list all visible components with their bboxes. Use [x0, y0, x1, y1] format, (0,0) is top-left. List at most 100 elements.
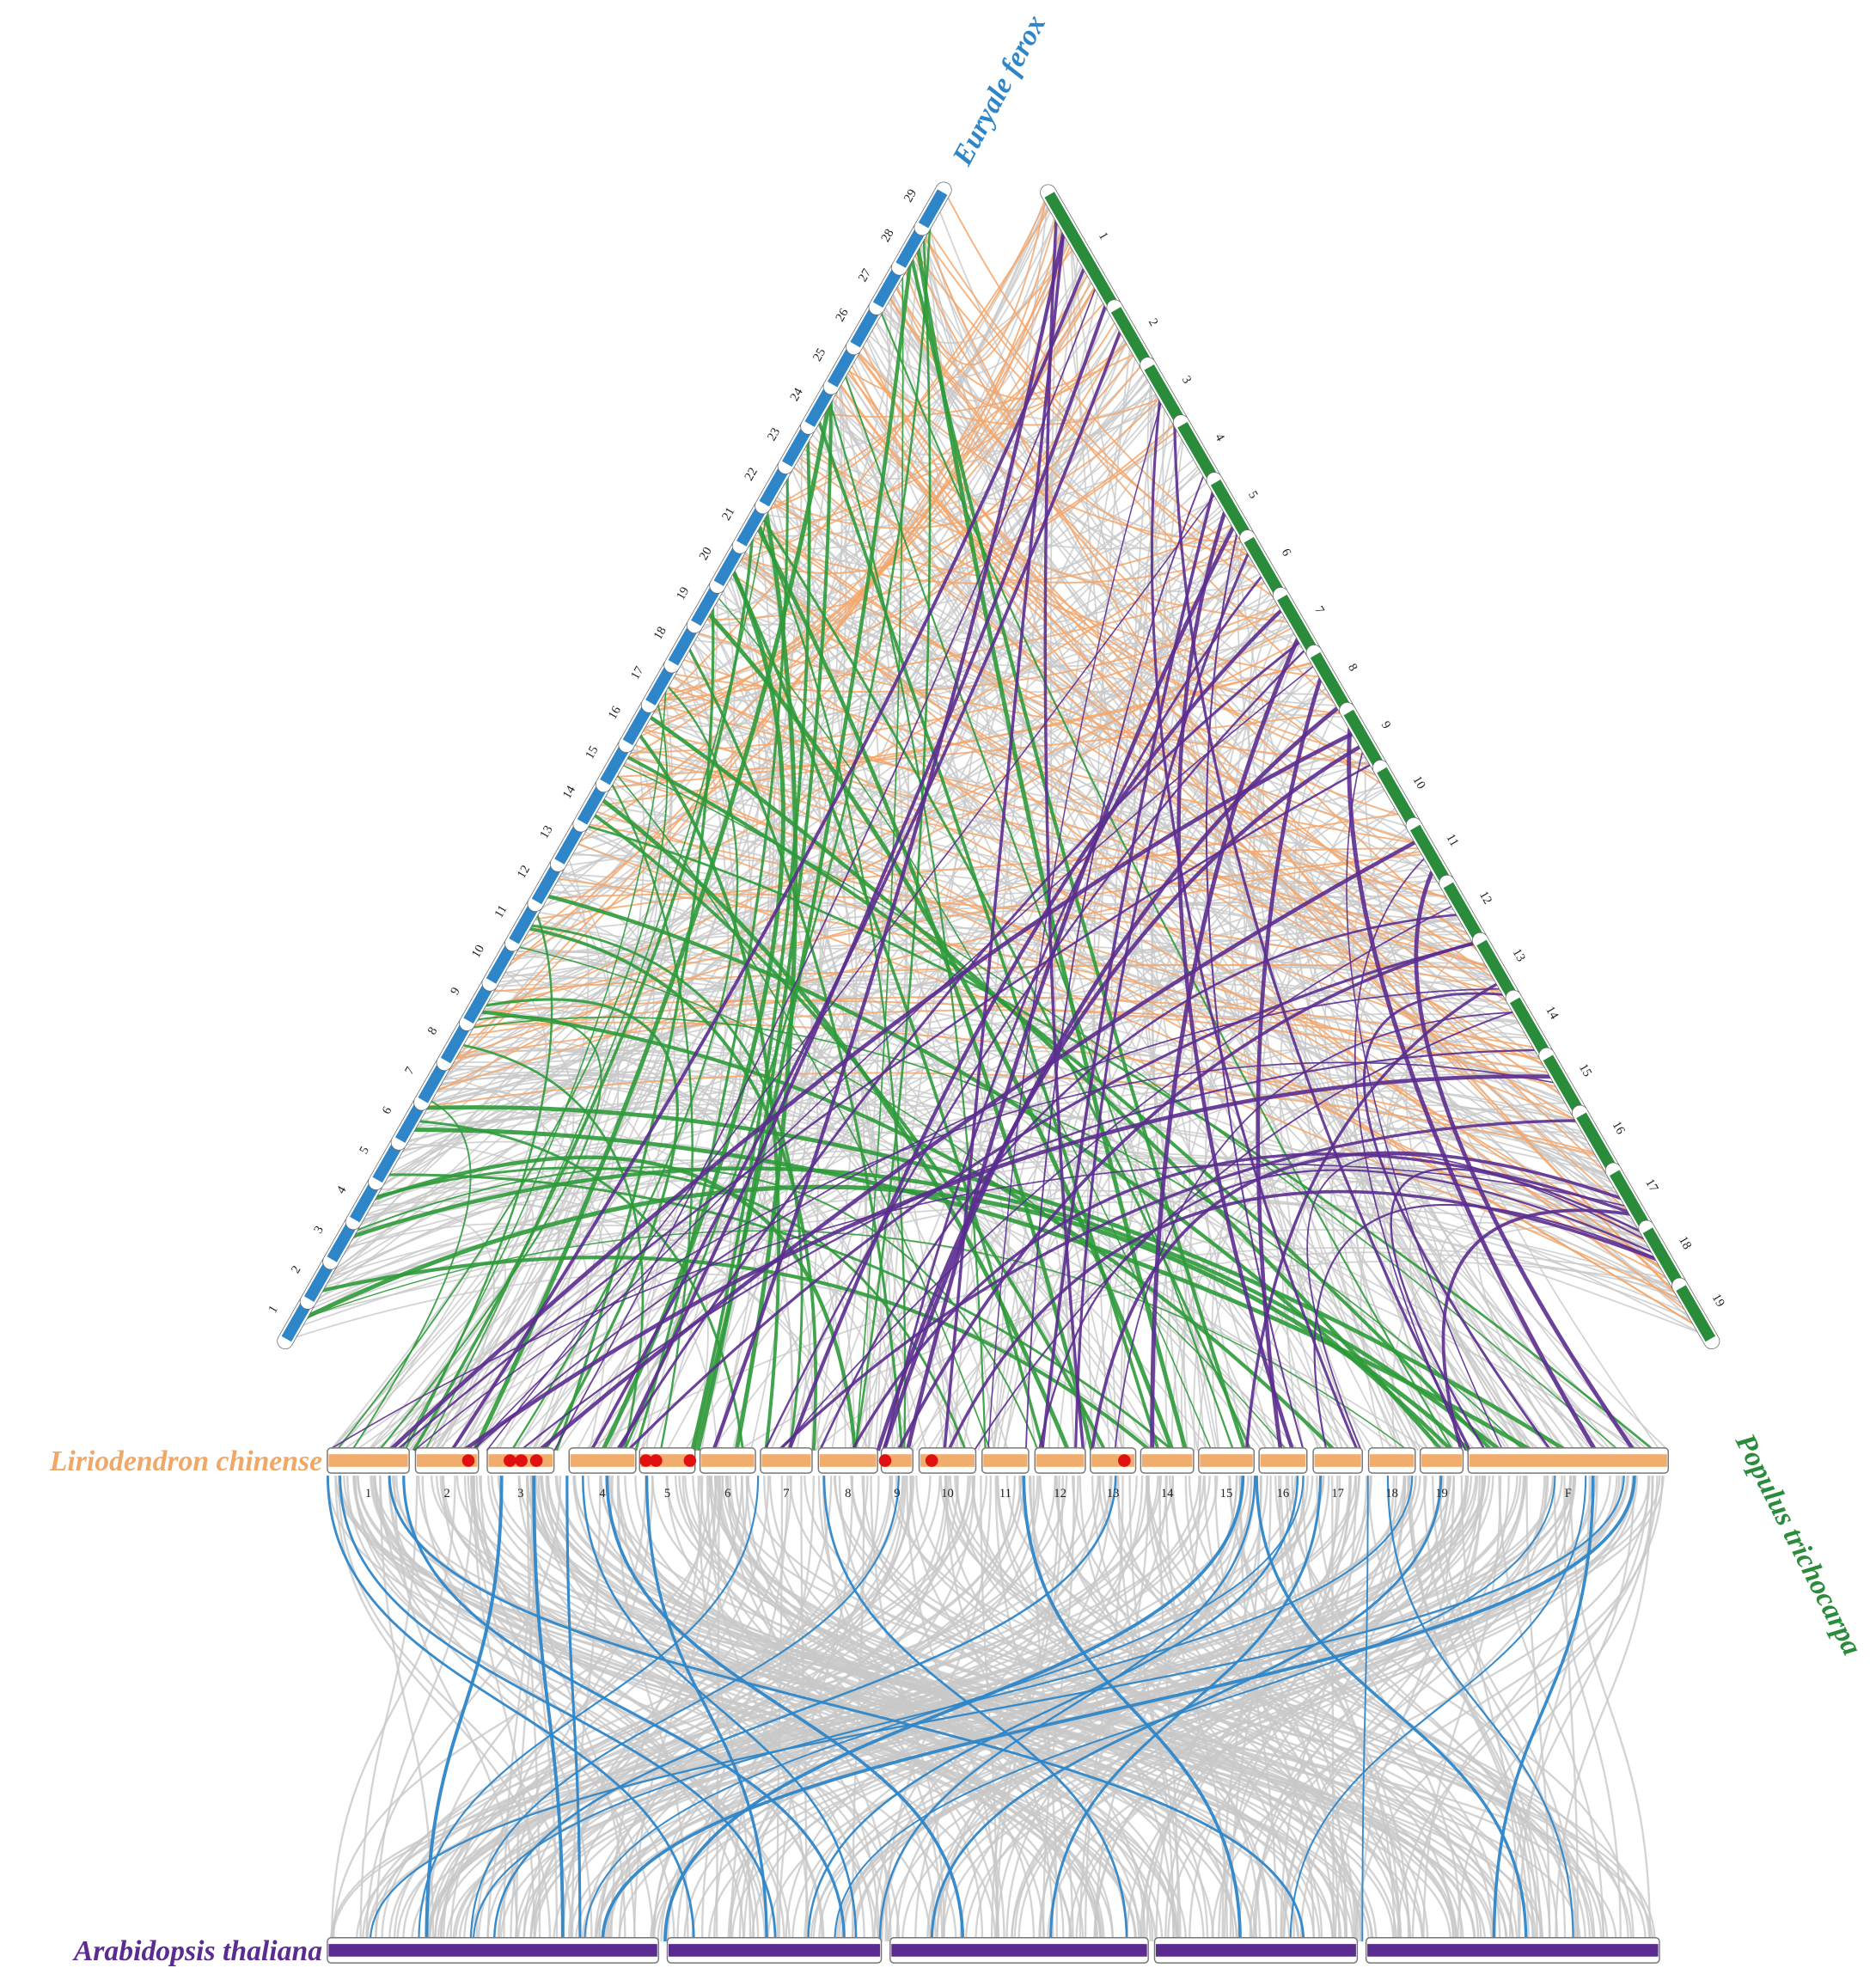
synteny-link: [804, 1476, 1244, 1942]
chromosome-label: 3: [1179, 374, 1195, 386]
chromosome-label: 16: [1277, 1487, 1290, 1500]
synteny-link: [374, 743, 1367, 1185]
synteny-link: [1256, 668, 1326, 1451]
synteny-link: [1274, 1476, 1559, 1942]
synteny-link: [675, 656, 1426, 846]
synteny-link: [346, 1476, 791, 1942]
synteny-link: [1492, 1476, 1595, 1942]
synteny-link: [1074, 544, 1254, 1451]
chromosome-label: 8: [1345, 662, 1360, 674]
chromosome-fill: [1155, 1944, 1356, 1957]
chromosome: [1144, 364, 1184, 422]
synteny-link: [435, 681, 673, 1451]
synteny-link: [413, 1061, 1564, 1451]
synteny-link: [522, 925, 817, 1451]
synteny-link: [663, 1476, 1245, 1942]
synteny-link: [473, 999, 1558, 1075]
synteny-link: [731, 370, 847, 1451]
synteny-link: [1170, 1166, 1652, 1451]
synteny-link: [667, 672, 1660, 1252]
synteny-link: [538, 893, 1512, 995]
synteny-link: [339, 1476, 777, 1942]
synteny-link: [449, 260, 1090, 1451]
chromosome: [895, 229, 925, 268]
chromosome: [1609, 1170, 1649, 1227]
synteny-link: [777, 1119, 1585, 1452]
chromosome: [281, 1303, 311, 1342]
chromosome-label: 2: [1146, 316, 1161, 328]
synteny-link: [424, 492, 772, 1451]
chromosome-label: 2: [289, 1263, 304, 1275]
chromosome: [1509, 997, 1549, 1054]
chromosome: [304, 1262, 333, 1302]
chromosome-fill: [1200, 1454, 1253, 1467]
chromosome: [645, 666, 675, 706]
synteny-link: [425, 1476, 504, 1942]
synteny-link: [1228, 608, 1366, 1451]
synteny-link: [620, 523, 1241, 755]
chromosome: [759, 468, 789, 507]
synteny-link: [914, 1476, 1113, 1942]
synteny-link: [814, 413, 1160, 1451]
synteny-link: [418, 1072, 1606, 1158]
synteny-link: [445, 1009, 1550, 1062]
synteny-link: [1249, 1476, 1548, 1942]
chromosome-label: 12: [1054, 1487, 1066, 1500]
chromosome-label: 9: [894, 1487, 900, 1500]
synteny-link: [633, 728, 781, 1451]
chromosome-label: 22: [742, 466, 761, 484]
synteny-link: [1313, 1204, 1667, 1451]
chromosome: [668, 626, 698, 666]
chromosome: [1310, 651, 1350, 709]
chromosome: [1443, 882, 1483, 939]
chromosome-label: 12: [1476, 889, 1494, 907]
synteny-link: [771, 490, 1684, 1292]
chromosome: [577, 785, 607, 825]
synteny-link: [944, 1476, 1209, 1942]
synteny-link: [745, 535, 1427, 846]
synteny-link: [1569, 1476, 1652, 1942]
chromosome: [872, 268, 902, 309]
synteny-link: [1090, 1151, 1632, 1451]
synteny-link: [877, 304, 1454, 1451]
synteny-link: [1289, 1476, 1587, 1942]
chromosome-fill: [1421, 1454, 1462, 1467]
synteny-link: [753, 521, 1459, 905]
chromosome-fill: [1367, 1944, 1659, 1957]
synteny-link: [380, 1173, 1174, 1451]
chromosome-label: 14: [1543, 1004, 1561, 1022]
chromosome-label: 12: [515, 863, 533, 881]
chromosome-fill: [891, 1944, 1147, 1957]
synteny-link: [1518, 1476, 1591, 1942]
chromosome-label: 25: [810, 346, 828, 364]
chromosome-label: 6: [1279, 547, 1294, 559]
chromosome-label: 24: [788, 385, 807, 403]
synteny-link: [388, 1476, 785, 1942]
chromosome-label: 5: [664, 1487, 670, 1500]
synteny-link: [530, 1476, 559, 1942]
synteny-link: [1075, 1476, 1526, 1942]
synteny-link: [337, 1476, 573, 1942]
synteny-link: [643, 711, 1444, 1452]
chromosome-label: 1: [365, 1487, 371, 1500]
synteny-link: [1176, 502, 1295, 1451]
chromosome: [1576, 1112, 1616, 1170]
synteny-link: [803, 434, 1647, 1227]
synteny-link: [412, 865, 1438, 1119]
synteny-link: [846, 358, 1576, 1105]
synteny-link: [734, 326, 1127, 574]
synteny-link: [374, 1476, 1452, 1942]
synteny-link: [530, 569, 761, 1451]
synteny-link: [997, 1476, 1323, 1942]
synteny-link: [678, 1476, 1514, 1942]
synteny-link: [439, 1476, 892, 1942]
synteny-link: [645, 1476, 768, 1942]
synteny-link: [626, 940, 1482, 1451]
chromosome-label: 18: [1385, 1487, 1398, 1500]
synteny-link: [618, 296, 1110, 1451]
gene-marker: [1118, 1454, 1131, 1467]
synteny-link: [452, 1046, 1209, 1451]
synteny-link: [338, 1476, 1370, 1942]
synteny-link: [540, 892, 1453, 1452]
